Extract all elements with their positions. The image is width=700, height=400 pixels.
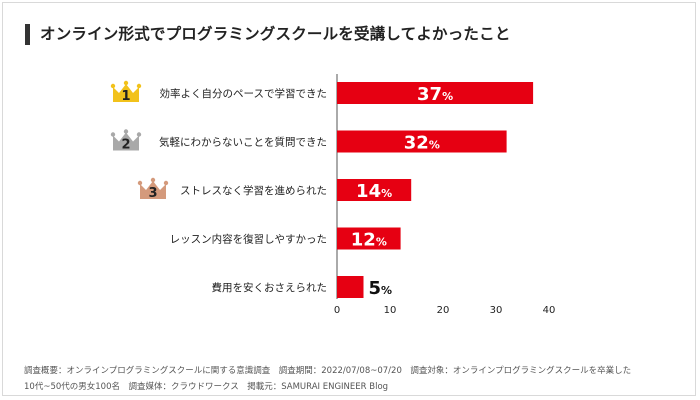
data-label: 37% [417,84,453,105]
bar [337,276,364,298]
x-tick-label: 0 [334,305,340,316]
survey-footnote: 調査概要：オンラインプログラミングスクールに関する意識調査 調査期間：2022/… [24,363,684,395]
footnote-line-2: 10代~50代の男女100名 調査媒体：クラウドワークス 掲載元：SAMURAI… [24,382,389,392]
chart-title: オンライン形式でプログラミングスクールを受講してよかったこと [40,25,511,43]
title-accent-bar [25,24,30,45]
bar [337,179,412,201]
data-label: 5% [369,278,393,299]
footnote-line-1: 調査概要：オンラインプログラミングスクールに関する意識調査 調査期間：2022/… [24,366,632,376]
x-tick-label: 40 [543,305,556,316]
x-tick-label: 10 [384,305,397,316]
category-label: 気軽にわからないことを質問できた [159,136,327,149]
rank-crown-icon [137,177,169,199]
x-tick-label: 20 [437,305,450,316]
rank-crown-icon [110,80,142,102]
bar [337,227,401,250]
data-label: 14% [356,181,392,202]
category-label: ストレスなく学習を進められた [180,184,327,197]
rank-number: 2 [121,138,130,153]
bar [337,82,534,104]
data-label: 32% [404,133,440,154]
rank-number: 3 [148,186,157,201]
rank-number: 1 [121,89,130,104]
category-label: レッスン内容を復習しやすかった [170,233,327,246]
rank-crown-icon [110,129,142,151]
bar [337,130,507,153]
chart-frame [2,2,696,396]
data-label: 12% [351,230,387,251]
x-tick-label: 30 [490,305,503,316]
category-label: 効率よく自分のペースで学習できた [160,87,327,100]
category-label: 費用を安くおさえられた [212,281,328,294]
